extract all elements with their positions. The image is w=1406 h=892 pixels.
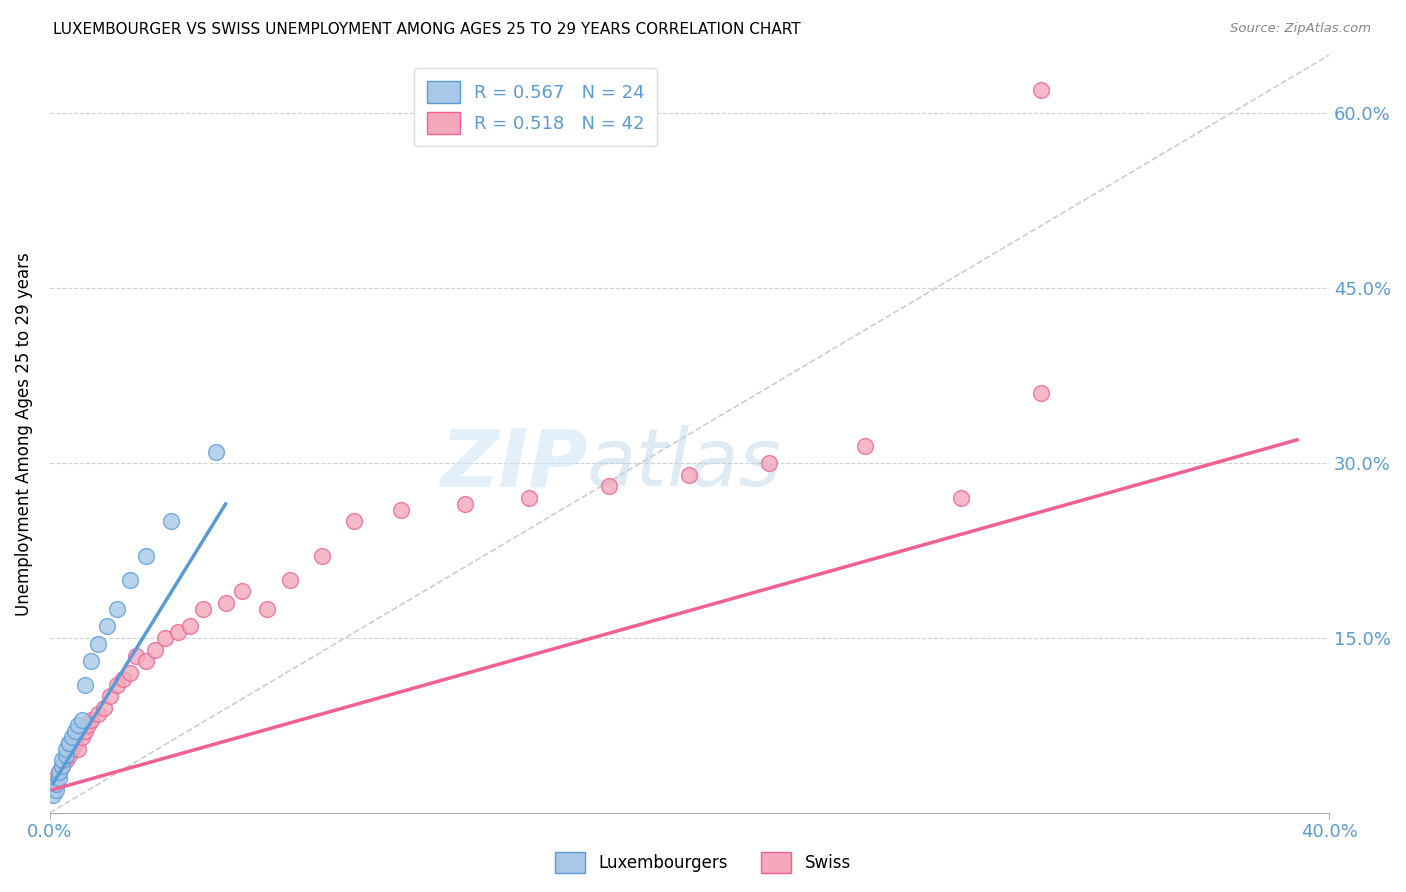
Point bbox=[42, 777, 65, 791]
Point bbox=[205, 444, 228, 458]
Point bbox=[80, 713, 103, 727]
Point bbox=[86, 706, 108, 721]
Point bbox=[256, 602, 278, 616]
Point bbox=[342, 515, 364, 529]
Point bbox=[1031, 83, 1053, 97]
Point bbox=[51, 759, 73, 773]
Point bbox=[519, 491, 541, 505]
Point bbox=[55, 747, 77, 762]
Point bbox=[166, 625, 188, 640]
Text: LUXEMBOURGER VS SWISS UNEMPLOYMENT AMONG AGES 25 TO 29 YEARS CORRELATION CHART: LUXEMBOURGER VS SWISS UNEMPLOYMENT AMONG… bbox=[53, 22, 801, 37]
Point bbox=[135, 549, 157, 564]
Point bbox=[214, 596, 236, 610]
Point bbox=[86, 637, 108, 651]
Point bbox=[143, 642, 166, 657]
Point bbox=[391, 503, 413, 517]
Point bbox=[55, 754, 77, 768]
Point bbox=[60, 730, 83, 744]
Point bbox=[80, 654, 103, 668]
Point bbox=[853, 439, 876, 453]
Point bbox=[45, 777, 67, 791]
Point bbox=[73, 678, 96, 692]
Point bbox=[58, 736, 80, 750]
Point bbox=[758, 456, 780, 470]
Point bbox=[160, 515, 183, 529]
Point bbox=[231, 584, 253, 599]
Point bbox=[950, 491, 973, 505]
Point bbox=[48, 765, 70, 780]
Y-axis label: Unemployment Among Ages 25 to 29 years: Unemployment Among Ages 25 to 29 years bbox=[15, 252, 32, 615]
Point bbox=[55, 741, 77, 756]
Point bbox=[105, 678, 128, 692]
Point bbox=[135, 654, 157, 668]
Point bbox=[73, 724, 96, 739]
Text: ZIP: ZIP bbox=[440, 425, 586, 503]
Point bbox=[65, 736, 87, 750]
Point bbox=[70, 730, 93, 744]
Point bbox=[179, 619, 201, 633]
Point bbox=[118, 665, 141, 680]
Point bbox=[70, 713, 93, 727]
Point bbox=[67, 741, 90, 756]
Point bbox=[454, 497, 477, 511]
Point bbox=[311, 549, 333, 564]
Point bbox=[153, 631, 176, 645]
Point bbox=[51, 759, 73, 773]
Point bbox=[48, 771, 70, 785]
Point bbox=[67, 718, 90, 732]
Point bbox=[1031, 386, 1053, 401]
Point bbox=[58, 736, 80, 750]
Point bbox=[105, 602, 128, 616]
Point bbox=[100, 690, 122, 704]
Point bbox=[51, 754, 73, 768]
Point bbox=[77, 718, 100, 732]
Point bbox=[93, 701, 115, 715]
Point bbox=[118, 573, 141, 587]
Point bbox=[45, 782, 67, 797]
Point bbox=[96, 619, 118, 633]
Point bbox=[193, 602, 215, 616]
Point bbox=[278, 573, 301, 587]
Point bbox=[48, 765, 70, 780]
Point bbox=[58, 747, 80, 762]
Point bbox=[45, 771, 67, 785]
Text: Source: ZipAtlas.com: Source: ZipAtlas.com bbox=[1230, 22, 1371, 36]
Legend: R = 0.567   N = 24, R = 0.518   N = 42: R = 0.567 N = 24, R = 0.518 N = 42 bbox=[415, 68, 657, 146]
Point bbox=[60, 741, 83, 756]
Text: atlas: atlas bbox=[586, 425, 782, 503]
Point bbox=[42, 789, 65, 803]
Point bbox=[678, 467, 700, 482]
Point bbox=[125, 648, 148, 663]
Point bbox=[112, 672, 135, 686]
Legend: Luxembourgers, Swiss: Luxembourgers, Swiss bbox=[548, 846, 858, 880]
Point bbox=[65, 724, 87, 739]
Point bbox=[598, 479, 620, 493]
